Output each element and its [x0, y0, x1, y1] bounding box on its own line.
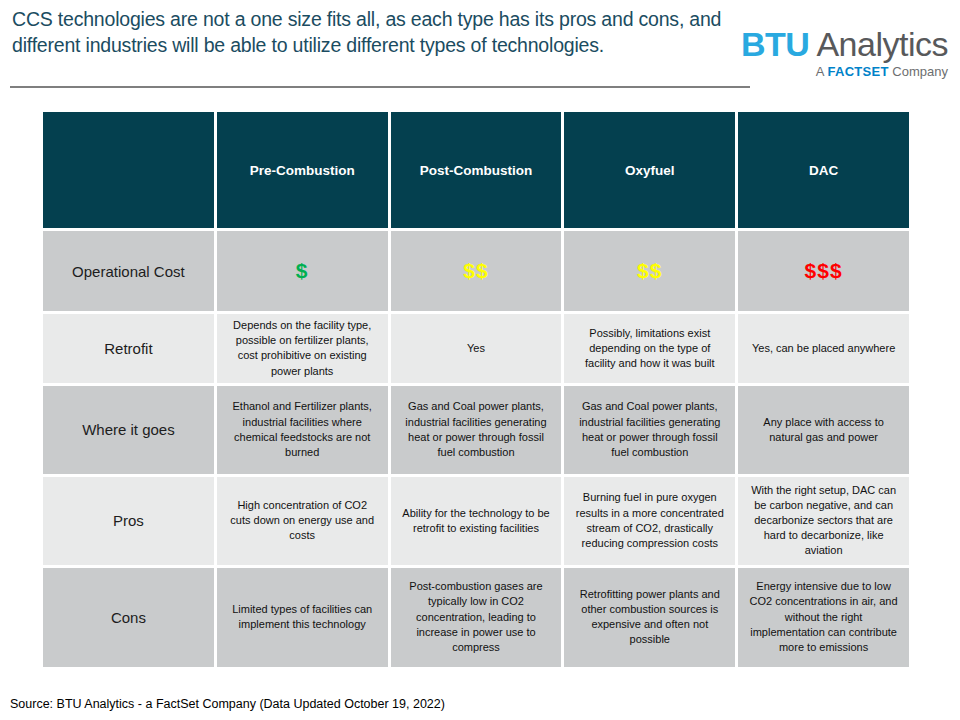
cell-pros-post-combustion: Ability for the technology to be retrofi… [391, 477, 562, 565]
table-row-operational-cost: Operational Cost $ $$ $$ $$$ [43, 231, 909, 311]
cell-cost-dac: $$$ [738, 231, 909, 311]
logo-tagline: A FACTSET Company [741, 64, 948, 79]
table-row-cons: Cons Limited types of facilities can imp… [43, 568, 909, 667]
tagline-suffix: Company [889, 64, 948, 79]
cell-cost-pre-combustion: $ [217, 231, 388, 311]
source-note: Source: BTU Analytics - a FactSet Compan… [10, 697, 445, 711]
table-header-row: Pre-Combustion Post-Combustion Oxyfuel D… [43, 112, 909, 228]
slide-header: CCS technologies are not a one size fits… [0, 0, 960, 100]
title-divider [10, 86, 750, 88]
cell-cons-post-combustion: Post-combustion gases are typically low … [391, 568, 562, 667]
column-header-post-combustion: Post-Combustion [391, 112, 562, 228]
cell-retrofit-pre-combustion: Depends on the facility type, possible o… [217, 314, 388, 383]
cell-cost-oxyfuel: $$ [564, 231, 735, 311]
column-header-blank [43, 112, 214, 228]
factset-logo-text: FACTSET [827, 64, 888, 79]
tagline-prefix: A [816, 64, 828, 79]
row-label-retrofit: Retrofit [43, 314, 214, 383]
column-header-oxyfuel: Oxyfuel [564, 112, 735, 228]
row-label-cons: Cons [43, 568, 214, 667]
cell-where-dac: Any place with access to natural gas and… [738, 386, 909, 474]
cell-where-oxyfuel: Gas and Coal power plants, industrial fa… [564, 386, 735, 474]
page-title: CCS technologies are not a one size fits… [12, 6, 740, 58]
cell-pros-oxyfuel: Burning fuel in pure oxygen results in a… [564, 477, 735, 565]
cell-cons-pre-combustion: Limited types of facilities can implemen… [217, 568, 388, 667]
table-row-retrofit: Retrofit Depends on the facility type, p… [43, 314, 909, 383]
cell-retrofit-oxyfuel: Possibly, limitations exist depending on… [564, 314, 735, 383]
cell-retrofit-post-combustion: Yes [391, 314, 562, 383]
ccs-comparison-table: Pre-Combustion Post-Combustion Oxyfuel D… [40, 109, 912, 670]
cell-pros-dac: With the right setup, DAC can be carbon … [738, 477, 909, 565]
row-label-operational-cost: Operational Cost [43, 231, 214, 311]
column-header-dac: DAC [738, 112, 909, 228]
row-label-where-it-goes: Where it goes [43, 386, 214, 474]
cell-where-post-combustion: Gas and Coal power plants, industrial fa… [391, 386, 562, 474]
table-row-pros: Pros High concentration of CO2 cuts down… [43, 477, 909, 565]
cell-cost-post-combustion: $$ [391, 231, 562, 311]
cell-where-pre-combustion: Ethanol and Fertilizer plants, industria… [217, 386, 388, 474]
table-row-where-it-goes: Where it goes Ethanol and Fertilizer pla… [43, 386, 909, 474]
cell-cons-oxyfuel: Retrofitting power plants and other comb… [564, 568, 735, 667]
row-label-pros: Pros [43, 477, 214, 565]
logo-wordmark: BTU Analytics [741, 26, 948, 62]
cell-pros-pre-combustion: High concentration of CO2 cuts down on e… [217, 477, 388, 565]
cell-cons-dac: Energy intensive due to low CO2 concentr… [738, 568, 909, 667]
logo-btu-text: BTU [741, 25, 809, 63]
cell-retrofit-dac: Yes, can be placed anywhere [738, 314, 909, 383]
column-header-pre-combustion: Pre-Combustion [217, 112, 388, 228]
btu-analytics-logo: BTU Analytics A FACTSET Company [741, 26, 948, 79]
logo-analytics-text: Analytics [816, 25, 948, 63]
